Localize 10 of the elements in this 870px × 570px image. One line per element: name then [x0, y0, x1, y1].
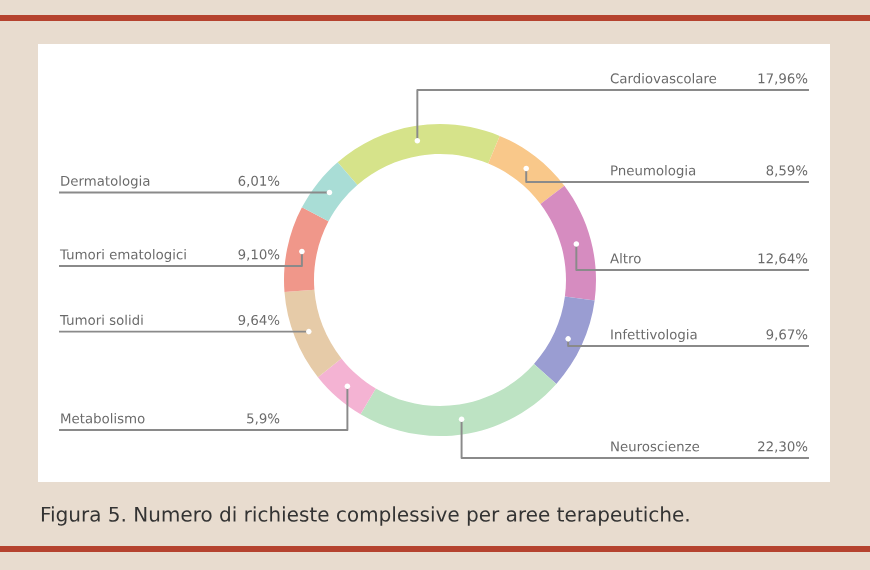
- donut-slice: [284, 207, 329, 293]
- donut-slice: [360, 363, 557, 436]
- text: Figura 5. Numero di richieste complessive per aree terapeutiche.: [41, 506, 689, 526]
- donut-slice: [317, 358, 376, 415]
- donut-slice: [488, 135, 565, 204]
- donut-slice: [301, 162, 358, 222]
- donut-slice: [540, 185, 596, 301]
- donut-slice: [533, 296, 595, 384]
- donut-slice: [337, 124, 500, 185]
- donut-slice: [284, 289, 342, 378]
